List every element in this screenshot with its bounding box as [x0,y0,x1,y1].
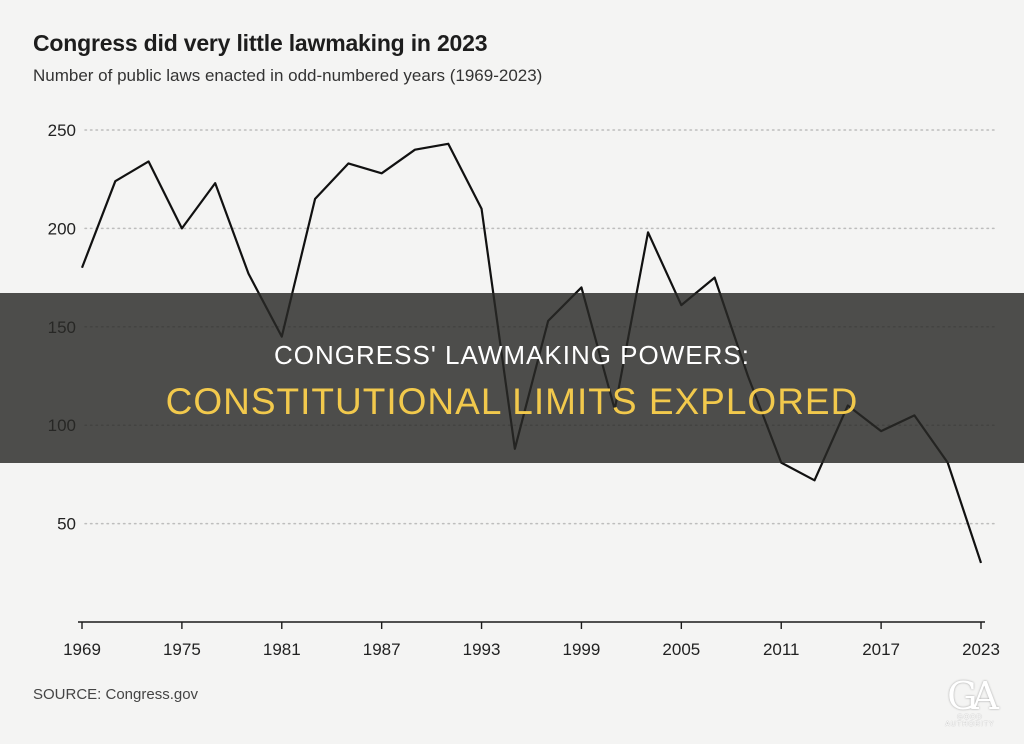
chart-title: Congress did very little lawmaking in 20… [33,30,488,56]
banner-subheadline: CONSTITUTIONAL LIMITS EXPLORED [165,381,859,422]
chart-subtitle: Number of public laws enacted in odd-num… [33,66,543,85]
y-tick-label: 250 [48,121,76,140]
y-tick-label: 50 [57,515,76,534]
x-tick-label: 1981 [263,640,301,659]
x-tick-label: 2005 [662,640,700,659]
logo-text: GOOD AUTHORITY [945,714,995,728]
x-tick-label: 1987 [363,640,401,659]
x-tick-label: 1999 [563,640,601,659]
y-tick-label: 200 [48,219,76,238]
x-tick-label: 1975 [163,640,201,659]
x-tick-label: 2017 [862,640,900,659]
x-tick-label: 1969 [63,640,101,659]
x-tick-label: 2011 [763,640,800,659]
x-tick-label: 2023 [962,640,1000,659]
good-authority-logo: GA GOOD AUTHORITY [935,676,1005,728]
source-note: SOURCE: Congress.gov [33,686,199,703]
title-banner: CONGRESS' LAWMAKING POWERS: CONSTITUTION… [0,293,1024,463]
logo-mark: GA [947,674,999,718]
x-axis-ticks: 1969 1975 1981 1987 1993 1999 2005 2011 2017 2023 [63,622,1000,659]
banner-headline: CONGRESS' LAWMAKING POWERS: [274,340,750,370]
x-tick-label: 1993 [463,640,501,659]
